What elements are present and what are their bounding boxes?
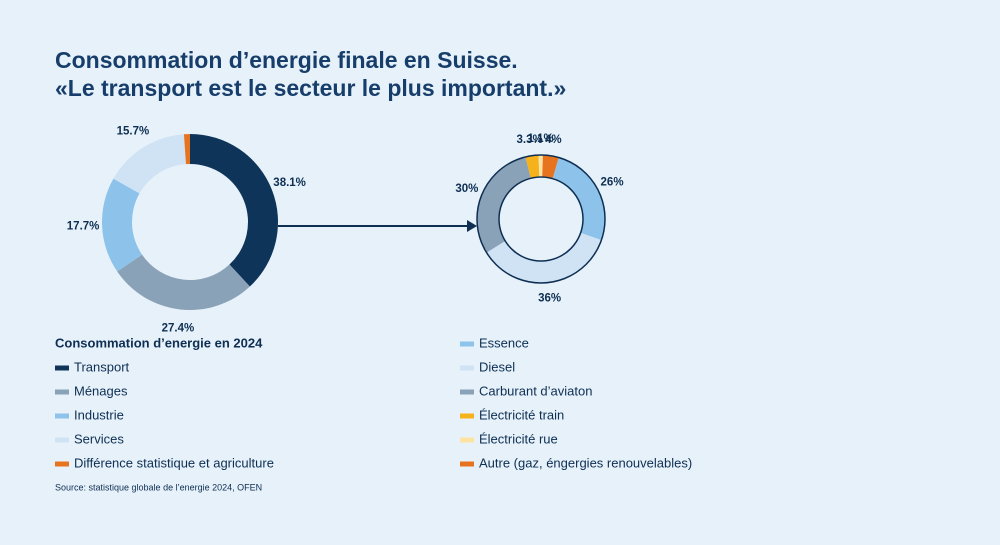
value-label: 4% xyxy=(545,134,562,146)
title-line: «Le transport est le secteur le plus imp… xyxy=(55,75,566,101)
arrow-head xyxy=(467,220,477,232)
donut-slice xyxy=(102,178,143,272)
donut-slice xyxy=(552,157,605,241)
legend-swatch xyxy=(55,437,69,443)
value-label: 3.3% xyxy=(517,134,543,146)
donut-slice xyxy=(183,134,190,165)
legend-label: Électricité rue xyxy=(479,431,558,446)
donut-slice xyxy=(113,134,186,194)
legend-label: Carburant d’aviaton xyxy=(479,383,592,398)
legend-swatch xyxy=(460,365,474,371)
donut-outline xyxy=(476,154,606,284)
value-label: 26% xyxy=(601,176,624,188)
legend-swatch xyxy=(460,437,474,443)
legend-swatch xyxy=(55,461,69,467)
legend-label: Industrie xyxy=(74,407,124,422)
value-label: 30% xyxy=(455,183,478,195)
legend-swatch xyxy=(460,461,474,467)
donut-slice xyxy=(486,232,602,283)
legend-title: Consommation d’energie en 2024 xyxy=(55,335,263,350)
value-label: 15.7% xyxy=(117,126,150,138)
legend-swatch xyxy=(55,389,69,395)
donut-slice xyxy=(542,155,559,179)
donut-slice xyxy=(117,254,250,311)
legend-label: Diesel xyxy=(479,359,515,374)
legend-swatch xyxy=(460,389,474,395)
donut-slice xyxy=(190,134,279,287)
legend-swatch xyxy=(460,341,474,347)
value-label: 1.1% xyxy=(528,133,554,145)
title-line: Consommation d’energie finale en Suisse. xyxy=(55,47,518,73)
legend-swatch xyxy=(55,413,69,419)
legend-label: Services xyxy=(74,431,124,446)
value-label: 17.7% xyxy=(67,220,100,232)
value-label: 27.4% xyxy=(162,322,195,334)
legend-swatch xyxy=(55,365,69,371)
source: Source: statistique globale de l’energie… xyxy=(55,482,262,492)
legend-label: Différence statistique et agriculture xyxy=(74,455,274,470)
donut-slice xyxy=(525,155,540,179)
legend-label: Ménages xyxy=(74,383,128,398)
value-label: 36% xyxy=(538,293,561,305)
value-label: 38.1% xyxy=(273,177,306,189)
donut-outline xyxy=(498,176,584,262)
legend-label: Autre (gaz, éngergies renouvelables) xyxy=(479,455,692,470)
legend-label: Électricité train xyxy=(479,407,564,422)
legend-label: Essence xyxy=(479,335,529,350)
legend-swatch xyxy=(460,413,474,419)
legend-label: Transport xyxy=(74,359,130,374)
donut-slice xyxy=(538,155,543,178)
